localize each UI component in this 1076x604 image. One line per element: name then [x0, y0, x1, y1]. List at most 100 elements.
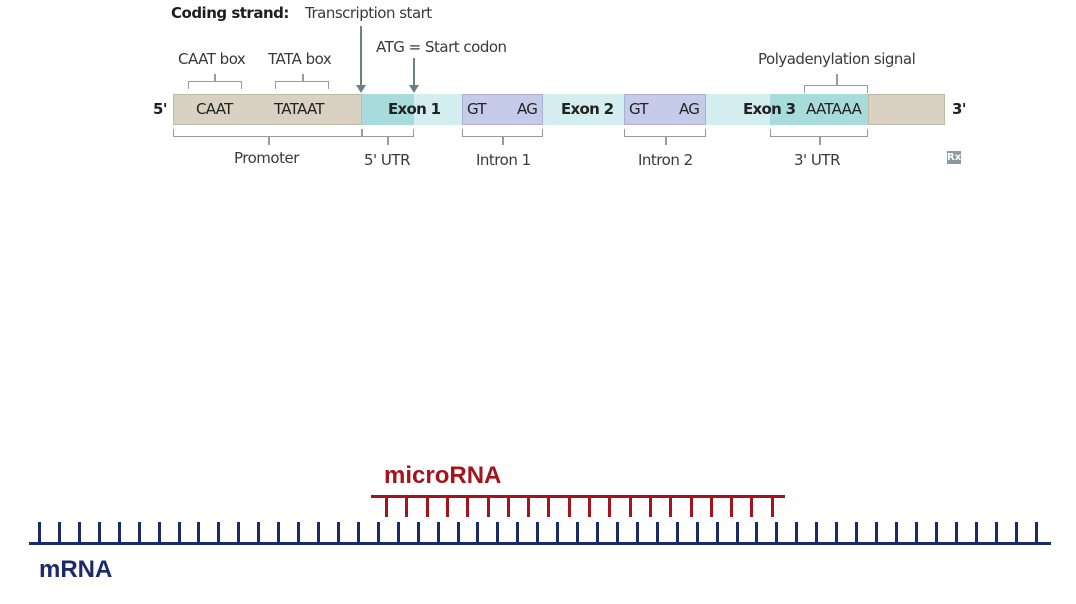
start-codon-arrow-icon: [409, 85, 419, 93]
mrna-base-tick: [516, 522, 520, 543]
five-prime-label: 5': [153, 100, 168, 118]
microrna-base-tick: [750, 497, 754, 517]
three-prime-label: 3': [952, 100, 967, 118]
mrna-base-tick: [675, 522, 679, 543]
tataat-sequence: TATAAT: [274, 100, 325, 118]
mrna-base-tick: [655, 522, 659, 543]
mrna-base-tick: [536, 522, 540, 543]
mrna-base-tick: [596, 522, 600, 543]
microrna-base-tick: [567, 497, 571, 517]
transcription-start-arrow-icon: [356, 85, 366, 93]
mrna-base-tick: [137, 522, 141, 543]
rx-logo-icon: Rx: [947, 151, 962, 164]
microrna-base-tick: [648, 497, 652, 517]
intron1-segment: [462, 94, 543, 125]
mrna-base-tick: [974, 522, 978, 543]
intron1-bracket-stem: [502, 136, 504, 145]
mrna-base-tick: [376, 522, 380, 543]
utr5-bracket-stem: [387, 136, 389, 145]
intron2-gt-label: GT: [629, 100, 649, 118]
mrna-base-tick: [875, 522, 879, 543]
microrna-base-tick: [466, 497, 470, 517]
exon2-segment: [543, 94, 624, 125]
caat-box-bracket: [188, 81, 242, 89]
mrna-base-tick: [615, 522, 619, 543]
microrna-base-tick: [405, 497, 409, 517]
microrna-base-tick: [506, 497, 510, 517]
mrna-base-tick: [576, 522, 580, 543]
tata-box-bracket-stem: [302, 74, 304, 82]
mrna-base-tick: [695, 522, 699, 543]
intron2-segment: [624, 94, 706, 125]
mrna-base-tick: [317, 522, 321, 543]
exon1-coding-segment: [414, 94, 462, 125]
downstream-segment: [868, 94, 945, 125]
mrna-base-tick: [934, 522, 938, 543]
mrna-base-tick: [496, 522, 500, 543]
intron2-ag-label: AG: [679, 100, 700, 118]
polyadenylation-bracket-stem: [836, 74, 838, 86]
mrna-base-tick: [755, 522, 759, 543]
mrna-base-tick: [894, 522, 898, 543]
mrna-base-tick: [57, 522, 61, 543]
mrna-base-tick: [396, 522, 400, 543]
mrna-base-tick: [117, 522, 121, 543]
start-codon-label: ATG = Start codon: [376, 38, 507, 56]
caat-sequence: CAAT: [196, 100, 233, 118]
caat-box-bracket-stem: [214, 74, 216, 82]
intron2-label: Intron 2: [638, 151, 693, 169]
mrna-base-tick: [277, 522, 281, 543]
exon1-utr-segment: [362, 94, 414, 125]
microrna-base-tick: [770, 497, 774, 517]
mrna-base-tick: [197, 522, 201, 543]
microrna-base-tick: [527, 497, 531, 517]
mrna-base-tick: [257, 522, 261, 543]
mrna-base-tick: [735, 522, 739, 543]
exon1-label: Exon 1: [388, 100, 441, 118]
mrna-base-tick: [775, 522, 779, 543]
mrna-base-tick: [416, 522, 420, 543]
microrna-base-tick: [445, 497, 449, 517]
intron1-ag-label: AG: [517, 100, 538, 118]
caat-box-label: CAAT box: [178, 50, 246, 68]
mrna-base-tick: [436, 522, 440, 543]
utr5-label: 5' UTR: [364, 151, 411, 169]
mrna-base-tick: [217, 522, 221, 543]
microrna-base-tick: [669, 497, 673, 517]
exon3-coding-segment: [706, 94, 770, 125]
mrna-base-tick: [1034, 522, 1038, 543]
mrna-base-tick: [835, 522, 839, 543]
mrna-base-tick: [855, 522, 859, 543]
mrna-base-tick: [97, 522, 101, 543]
microrna-base-tick: [385, 497, 388, 517]
microrna-label: microRNA: [384, 462, 502, 489]
mrna-base-tick: [476, 522, 480, 543]
mrna-base-tick: [914, 522, 918, 543]
mrna-label: mRNA: [39, 556, 113, 583]
microrna-base-tick: [588, 497, 591, 517]
aataaa-sequence: AATAAA: [806, 100, 862, 118]
mrna-base-tick: [635, 522, 639, 543]
mrna-base-tick: [456, 522, 460, 543]
transcription-start-arrow-shaft: [360, 26, 362, 86]
microrna-base-tick: [730, 497, 734, 517]
mrna-base-tick: [556, 522, 560, 543]
promoter-bracket: [173, 129, 362, 137]
microrna-base-tick: [689, 497, 693, 517]
mrna-base-tick: [77, 522, 81, 543]
mrna-base-tick: [336, 522, 340, 543]
mrna-base-tick: [177, 522, 181, 543]
mrna-base-tick: [994, 522, 998, 543]
tata-box-label: TATA box: [268, 50, 332, 68]
mrna-base-tick: [954, 522, 958, 543]
mrna-base-tick: [157, 522, 161, 543]
transcription-start-label: Transcription start: [305, 4, 432, 22]
promoter-bracket-stem: [268, 136, 270, 145]
intron1-gt-label: GT: [467, 100, 487, 118]
mrna-base-tick: [297, 522, 301, 543]
intron2-bracket-stem: [665, 136, 667, 145]
mrna-base-tick: [715, 522, 719, 543]
mrna-base-tick: [1014, 522, 1018, 543]
exon3-label: Exon 3: [743, 100, 796, 118]
mrna-base-tick: [356, 522, 360, 543]
